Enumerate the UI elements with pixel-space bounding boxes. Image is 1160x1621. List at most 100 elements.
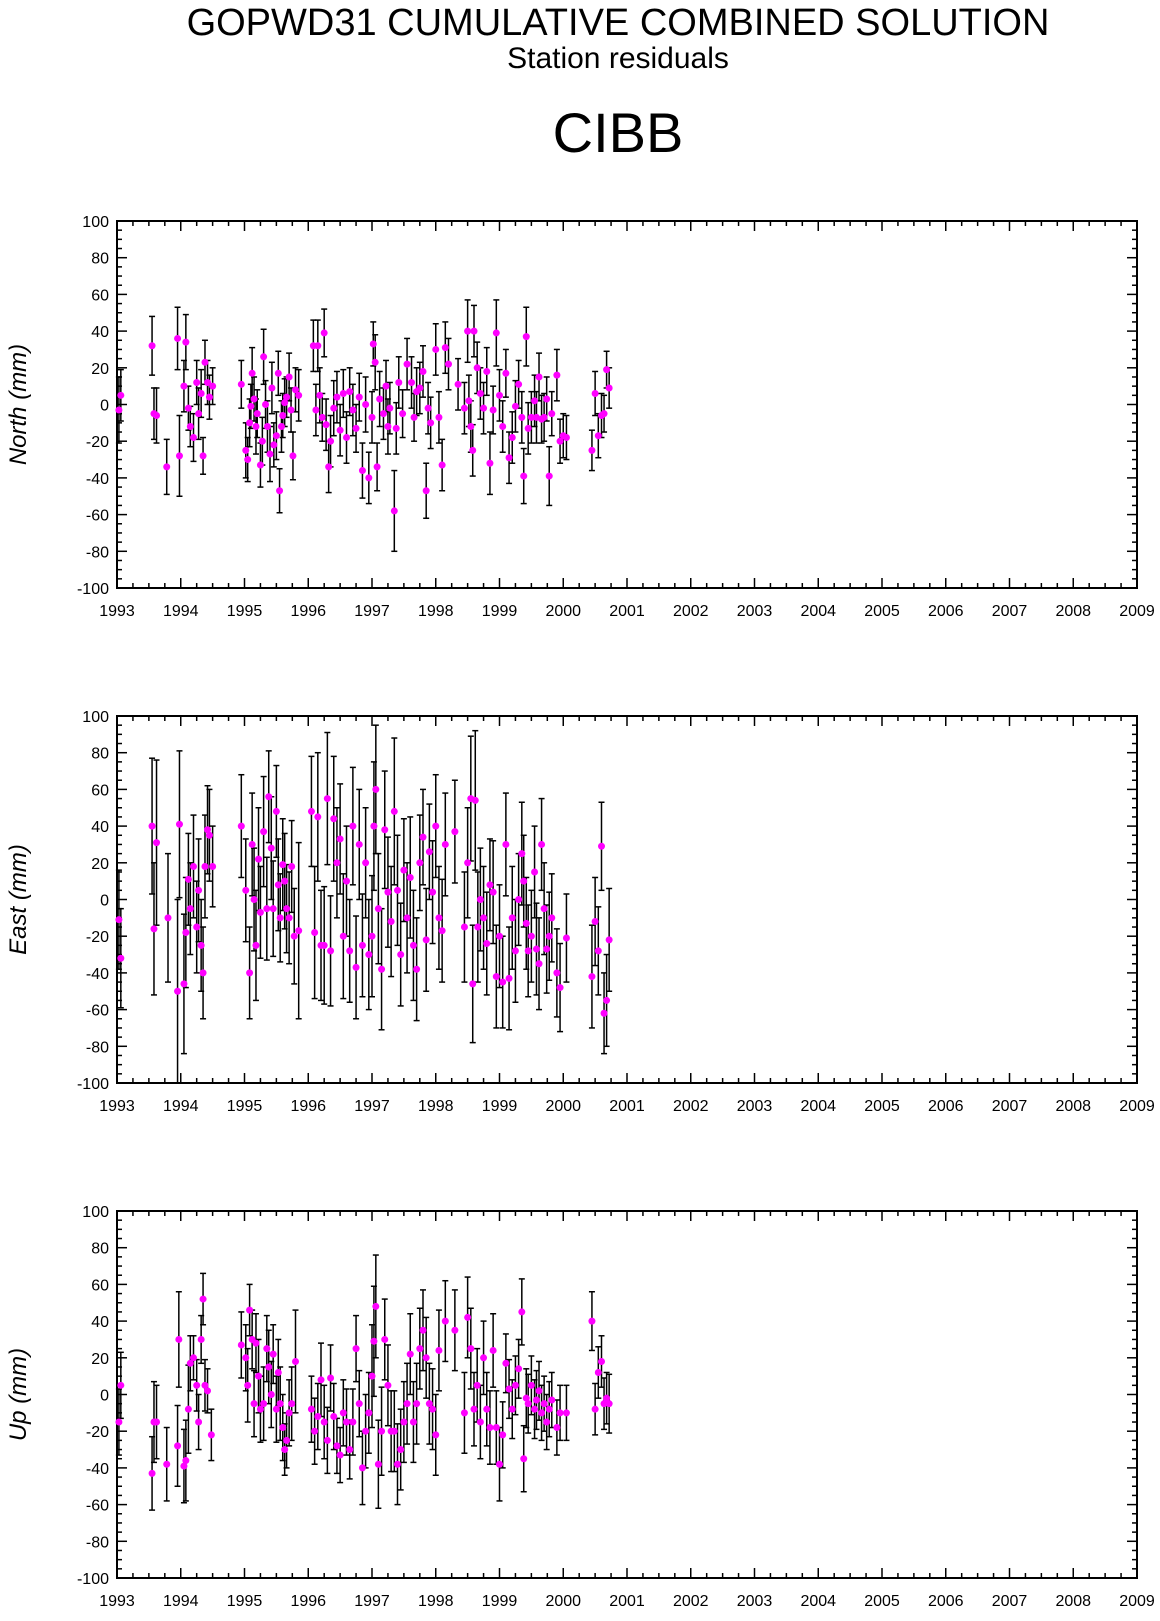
data-point bbox=[486, 1424, 494, 1432]
data-point bbox=[267, 1391, 275, 1398]
data-point bbox=[605, 384, 613, 392]
y-tick-label: -40 bbox=[86, 471, 109, 488]
data-point bbox=[269, 905, 277, 913]
data-point bbox=[290, 932, 298, 940]
data-point bbox=[419, 367, 427, 375]
data-point bbox=[600, 410, 608, 418]
data-point bbox=[603, 1394, 611, 1402]
data-point bbox=[556, 984, 564, 992]
data-point bbox=[174, 334, 182, 342]
data-point bbox=[314, 1413, 322, 1421]
data-point bbox=[538, 840, 546, 848]
data-point bbox=[272, 807, 280, 815]
x-tick-label: 2007 bbox=[992, 1593, 1028, 1610]
data-point bbox=[184, 404, 192, 412]
data-point bbox=[153, 1418, 161, 1426]
data-point bbox=[281, 399, 289, 407]
data-point bbox=[432, 822, 440, 830]
data-point bbox=[543, 1418, 551, 1426]
data-point bbox=[317, 1376, 325, 1384]
data-point bbox=[381, 1335, 389, 1343]
data-point bbox=[378, 1427, 386, 1435]
data-point bbox=[464, 859, 472, 867]
y-tick-label: 0 bbox=[100, 1388, 109, 1405]
data-point bbox=[531, 1405, 539, 1413]
x-tick-label: 2008 bbox=[1055, 1098, 1091, 1115]
data-point bbox=[511, 1381, 519, 1389]
data-point bbox=[285, 373, 293, 381]
x-tick-label: 2006 bbox=[928, 603, 964, 620]
data-point bbox=[272, 1405, 280, 1413]
data-point bbox=[429, 888, 437, 896]
data-point bbox=[518, 413, 526, 421]
data-point bbox=[285, 1409, 293, 1417]
data-point bbox=[148, 1469, 156, 1477]
data-point bbox=[540, 413, 548, 421]
data-point bbox=[270, 441, 278, 449]
chart-panel-0: -100 -80 -60 -40 -20 0 20 40 60 80 100 1993 1994 1995… bbox=[5, 214, 1155, 620]
data-point bbox=[365, 951, 373, 959]
data-point bbox=[307, 807, 315, 815]
data-point bbox=[175, 452, 183, 460]
data-point bbox=[390, 1427, 398, 1435]
data-point bbox=[197, 389, 205, 397]
data-point bbox=[349, 406, 357, 414]
data-point bbox=[150, 925, 158, 933]
data-point bbox=[483, 367, 491, 375]
y-tick-label: -20 bbox=[86, 434, 109, 451]
data-point bbox=[502, 369, 510, 377]
x-tick-label: 2007 bbox=[992, 1098, 1028, 1115]
data-point bbox=[425, 1400, 433, 1408]
data-point bbox=[524, 1400, 532, 1408]
data-point bbox=[295, 927, 303, 935]
data-point bbox=[246, 1306, 254, 1314]
data-point bbox=[545, 932, 553, 940]
data-point bbox=[186, 905, 194, 913]
data-point bbox=[362, 859, 370, 867]
data-point bbox=[416, 384, 424, 392]
data-point bbox=[248, 369, 256, 377]
x-tick-label: 2001 bbox=[609, 603, 645, 620]
data-point bbox=[508, 434, 516, 442]
data-point bbox=[244, 456, 252, 464]
data-point bbox=[489, 888, 497, 896]
data-point bbox=[365, 1409, 373, 1417]
data-point bbox=[292, 1357, 299, 1365]
data-point bbox=[252, 1339, 260, 1347]
data-point bbox=[605, 1400, 613, 1408]
data-point bbox=[532, 945, 540, 953]
data-point bbox=[153, 839, 161, 847]
data-point bbox=[283, 393, 291, 401]
x-tick-label: 2001 bbox=[609, 1098, 645, 1115]
data-point bbox=[524, 424, 532, 432]
data-point bbox=[469, 980, 477, 988]
x-tick-label: 1994 bbox=[163, 1593, 199, 1610]
data-point bbox=[253, 410, 261, 418]
data-point bbox=[460, 1409, 468, 1417]
data-point bbox=[535, 373, 543, 381]
y-tick-label: 0 bbox=[100, 893, 109, 910]
data-point bbox=[318, 413, 326, 421]
data-point bbox=[451, 1326, 459, 1334]
data-point bbox=[327, 437, 335, 445]
data-point bbox=[522, 333, 530, 341]
data-point bbox=[548, 410, 556, 418]
data-point bbox=[205, 831, 213, 839]
data-point bbox=[276, 1400, 284, 1408]
data-point bbox=[285, 914, 293, 922]
data-point bbox=[486, 881, 494, 889]
data-point bbox=[199, 969, 207, 977]
y-tick-label: -80 bbox=[86, 1039, 109, 1056]
data-point bbox=[323, 795, 331, 803]
data-point bbox=[327, 1374, 335, 1382]
data-point bbox=[371, 358, 379, 366]
data-point bbox=[268, 384, 276, 392]
x-tick-label: 2004 bbox=[800, 1593, 836, 1610]
data-point bbox=[508, 1405, 516, 1413]
data-point bbox=[427, 419, 435, 427]
data-point bbox=[403, 1400, 411, 1408]
data-point bbox=[193, 378, 201, 386]
data-point bbox=[588, 973, 596, 981]
data-point bbox=[387, 918, 395, 926]
x-tick-label: 1995 bbox=[227, 1098, 263, 1115]
